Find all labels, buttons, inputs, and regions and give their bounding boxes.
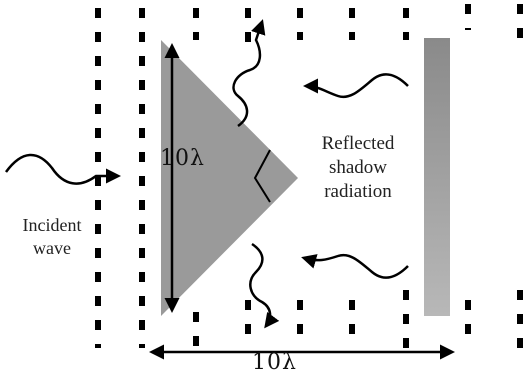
triangular-prism: [161, 40, 298, 316]
incident-line-2: wave: [33, 237, 71, 258]
vertical-dimension-label: 10λ: [160, 146, 205, 171]
incident-line-1: Incident: [22, 215, 82, 235]
reflected-wave-upper: [303, 73, 409, 99]
reflected-radiation-label: Reflected shadow radiation: [298, 132, 418, 203]
right-angle-marker: [253, 149, 271, 203]
incident-wave-arrow: [4, 153, 121, 185]
incident-wave-label: Incident wave: [6, 214, 98, 259]
horizontal-dimension-label: 10λ: [252, 350, 297, 375]
scattered-wave-up: [232, 19, 266, 128]
scattered-wave-down: [249, 242, 280, 329]
reflected-line-3: radiation: [324, 180, 392, 202]
reflector-plate: [424, 38, 450, 316]
wavefront-lines: [95, 4, 523, 348]
reflected-line-1: Reflected: [321, 133, 395, 154]
reflected-wave-lower: [301, 253, 409, 279]
reflected-line-2: shadow: [328, 156, 388, 178]
